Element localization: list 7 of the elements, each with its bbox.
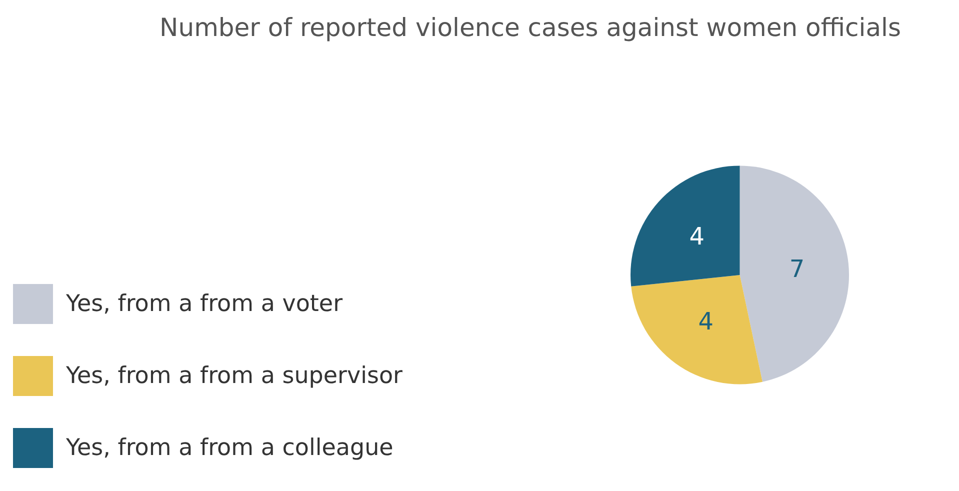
legend-label: Yes, from a from a voter bbox=[65, 291, 344, 317]
data-label: 7 bbox=[789, 254, 805, 283]
data-label: 4 bbox=[689, 222, 705, 250]
chart-title: Number of reported violence cases against women officials bbox=[160, 13, 902, 42]
legend-label: Yes, from a from a colleague bbox=[65, 435, 394, 461]
legend-label: Yes, from a from a supervisor bbox=[65, 363, 404, 389]
data-label: 4 bbox=[698, 308, 714, 336]
